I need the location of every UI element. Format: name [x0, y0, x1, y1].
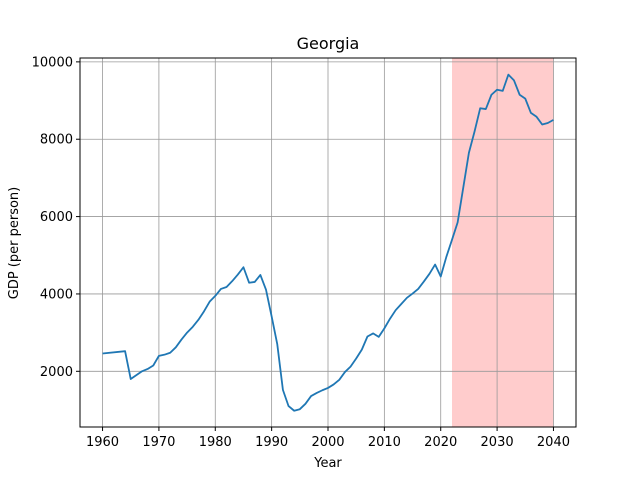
y-axis-ticks: 2000 4000 6000 8000 10000	[32, 55, 80, 380]
x-tick-label: 1960	[86, 435, 119, 450]
chart-title: Georgia	[297, 34, 360, 53]
y-axis-label: GDP (per person)	[7, 187, 22, 300]
x-tick-label: 1990	[255, 435, 288, 450]
series-line	[102, 73, 554, 412]
y-tick-label: 8000	[40, 133, 73, 148]
x-axis-ticks: 1960 1970 1980 1990 2000 2010 2020 2030 2040	[86, 427, 570, 450]
x-tick-label: 2010	[368, 435, 401, 450]
y-tick-label: 2000	[40, 365, 73, 380]
highlight-span	[452, 58, 554, 427]
x-tick-label: 2030	[481, 435, 514, 450]
x-tick-label: 1970	[142, 435, 175, 450]
y-tick-label: 4000	[40, 287, 73, 302]
grid-lines	[80, 58, 576, 427]
x-axis-label: Year	[313, 456, 342, 471]
x-tick-label: 1980	[199, 435, 232, 450]
x-tick-label: 2040	[537, 435, 570, 450]
x-tick-label: 2000	[311, 435, 344, 450]
x-tick-label: 2020	[424, 435, 457, 450]
y-tick-label: 10000	[32, 55, 73, 70]
y-tick-label: 6000	[40, 210, 73, 225]
